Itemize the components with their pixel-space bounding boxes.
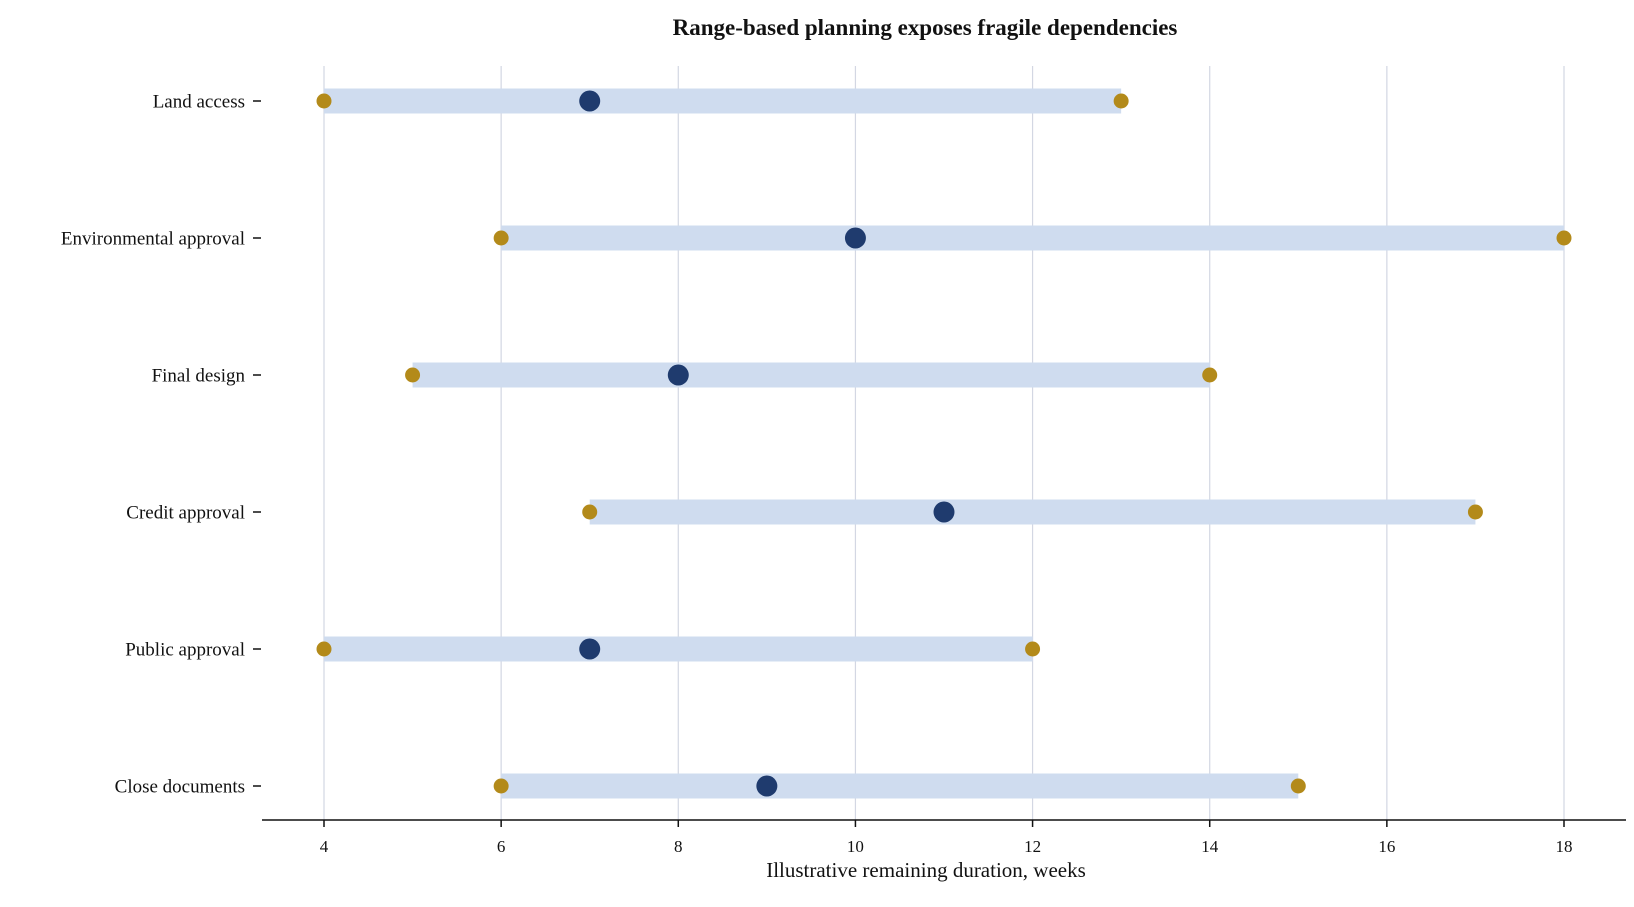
x-axis: 4 6 8 10 12 14 16 18 xyxy=(262,819,1626,856)
high-point-final-design xyxy=(1202,367,1218,383)
low-point-environmental-approval xyxy=(493,230,509,246)
likely-point-final-design xyxy=(667,364,689,386)
likely-point-public-approval xyxy=(579,638,601,660)
x-tick-label-12: 12 xyxy=(1024,837,1041,856)
x-axis-label: Illustrative remaining duration, weeks xyxy=(766,858,1086,882)
high-point-environmental-approval xyxy=(1556,230,1572,246)
high-point-land-access xyxy=(1113,93,1129,109)
y-tick-label-close-documents: Close documents xyxy=(115,777,245,798)
y-tick-label-public-approval: Public approval xyxy=(125,640,245,661)
low-point-close-documents xyxy=(493,778,509,794)
range-bar-credit-approval xyxy=(589,499,1476,525)
range-points xyxy=(316,90,1572,797)
likely-point-credit-approval xyxy=(933,501,955,523)
range-bar-land-access xyxy=(324,88,1122,114)
range-bar-final-design xyxy=(412,362,1210,388)
y-tick-label-environmental-approval: Environmental approval xyxy=(61,229,245,250)
range-bar-public-approval xyxy=(324,636,1033,662)
x-tick-label-18: 18 xyxy=(1556,837,1573,856)
high-point-public-approval xyxy=(1025,641,1041,657)
low-point-credit-approval xyxy=(582,504,598,520)
low-point-land-access xyxy=(316,93,332,109)
x-tick-label-10: 10 xyxy=(847,837,864,856)
x-tick-label-4: 4 xyxy=(320,837,329,856)
x-tick-label-8: 8 xyxy=(674,837,683,856)
range-bar-close-documents xyxy=(501,773,1299,799)
y-axis: Land access Environmental approval Final d… xyxy=(61,92,261,798)
x-tick-label-16: 16 xyxy=(1378,837,1395,856)
y-tick-label-final-design: Final design xyxy=(152,366,246,387)
y-tick-label-credit-approval: Credit approval xyxy=(126,503,245,524)
range-bars xyxy=(324,88,1565,799)
y-tick-label-land-access: Land access xyxy=(153,92,245,113)
likely-point-land-access xyxy=(579,90,601,112)
likely-point-close-documents xyxy=(756,775,778,797)
x-tick-label-14: 14 xyxy=(1201,837,1219,856)
grid-lines xyxy=(323,66,1565,820)
high-point-close-documents xyxy=(1290,778,1306,794)
x-tick-label-6: 6 xyxy=(497,837,506,856)
range-bar-environmental-approval xyxy=(501,225,1565,251)
low-point-public-approval xyxy=(316,641,332,657)
low-point-final-design xyxy=(405,367,421,383)
chart-title: Range-based planning exposes fragile dep… xyxy=(673,15,1178,40)
high-point-credit-approval xyxy=(1467,504,1483,520)
likely-point-environmental-approval xyxy=(844,227,866,249)
